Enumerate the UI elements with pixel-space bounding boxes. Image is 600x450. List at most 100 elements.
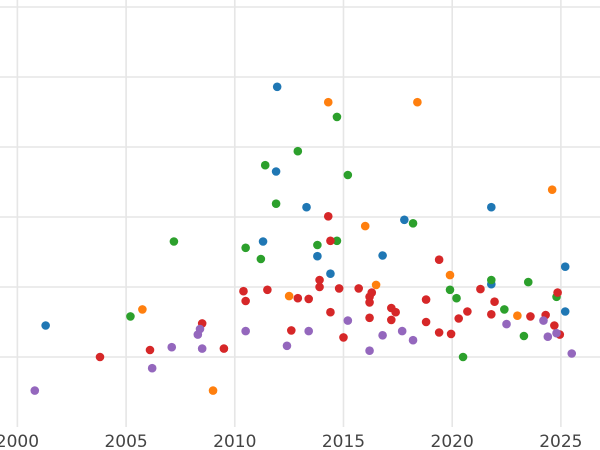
data-point-series-5 (147, 363, 157, 373)
data-point-series-3 (241, 243, 250, 253)
data-point-series-2 (138, 305, 147, 314)
data-point-series-4 (365, 313, 374, 323)
data-point-series-4 (263, 285, 272, 295)
data-point-series-3 (271, 199, 281, 208)
data-point-series-2 (284, 291, 294, 301)
data-point-series-4 (526, 312, 535, 321)
data-point-series-3 (500, 305, 509, 314)
data-point-series-5 (167, 342, 177, 352)
data-point-series-4 (334, 284, 344, 293)
data-point-series-1 (560, 307, 570, 316)
data-point-series-4 (326, 307, 335, 317)
data-point-series-4 (421, 317, 431, 327)
data-point-series-3 (260, 160, 270, 170)
grid (0, 0, 600, 427)
data-point-series-1 (326, 269, 335, 279)
x-tick-label: 2010 (213, 432, 256, 450)
data-point-series-2 (208, 386, 218, 395)
x-tick-label: 2015 (322, 432, 365, 450)
data-point-series-5 (195, 324, 205, 334)
data-point-series-2 (360, 221, 370, 231)
data-point-series-3 (126, 312, 135, 321)
data-point-series-4 (434, 328, 444, 337)
x-tick-label: 2020 (431, 432, 474, 450)
data-point-series-5 (543, 332, 553, 342)
data-point-series-5 (539, 316, 548, 325)
data-point-series-1 (400, 215, 409, 225)
data-point-series-4 (315, 282, 324, 292)
data-point-series-4 (326, 236, 335, 246)
data-point-series-1 (487, 202, 496, 212)
data-point-series-2 (445, 270, 455, 280)
data-point-series-1 (271, 167, 281, 176)
data-point-series-4 (387, 315, 396, 325)
data-point-series-1 (258, 237, 268, 246)
data-point-series-4 (323, 212, 333, 221)
data-point-series-4 (476, 284, 485, 294)
data-point-series-5 (197, 344, 207, 353)
data-point-series-1 (560, 262, 570, 272)
data-point-series-5 (343, 316, 353, 325)
x-tick-labels: 2000 2005 2010 2015 2020 2025 (0, 432, 583, 450)
data-point-series-2 (323, 97, 333, 107)
data-point-series-3 (256, 254, 266, 264)
data-point-series-4 (434, 255, 444, 264)
data-point-series-4 (487, 310, 496, 319)
data-point-series-5 (304, 326, 313, 336)
data-point-series-2 (513, 311, 522, 321)
x-tick-label: 2005 (104, 432, 147, 450)
data-point-series-3 (293, 146, 303, 156)
data-point-series-1 (272, 82, 282, 92)
data-point-series-5 (397, 326, 407, 336)
data-point-series-4 (95, 352, 105, 362)
data-point-series-1 (41, 321, 50, 330)
data-point-series-3 (332, 236, 342, 246)
data-point-series-3 (452, 293, 461, 303)
data-point-series-2 (371, 280, 381, 290)
data-point-series-4 (421, 295, 431, 304)
data-point-series-4 (354, 284, 363, 293)
data-point-series-5 (408, 335, 418, 345)
data-point-series-4 (550, 321, 559, 330)
data-point-series-4 (239, 286, 248, 296)
data-point-series-5 (502, 319, 511, 329)
data-point-series-2 (547, 185, 557, 194)
data-point-series-4 (446, 329, 456, 339)
data-point-series-4 (463, 307, 472, 316)
data-point-series-3 (343, 170, 353, 180)
data-point-series-1 (302, 202, 311, 212)
data-point-series-4 (293, 293, 303, 303)
data-point-series-5 (567, 349, 577, 358)
data-point-series-3 (445, 285, 455, 295)
data-point-series-3 (169, 237, 179, 246)
data-point-series-4 (287, 326, 296, 335)
data-point-series-3 (519, 331, 529, 341)
data-point-series-3 (458, 352, 468, 362)
x-tick-label: 2000 (0, 432, 39, 450)
data-point-series-3 (313, 240, 322, 250)
data-point-series-5 (378, 331, 387, 340)
data-point-series-4 (553, 288, 562, 297)
data-point-series-3 (408, 219, 418, 228)
data-point-series-1 (378, 251, 387, 260)
data-point-series-4 (490, 297, 499, 307)
data-point-series-4 (454, 314, 463, 323)
data-points (30, 82, 577, 395)
data-point-series-4 (339, 333, 348, 342)
data-point-series-4 (219, 344, 229, 353)
data-point-series-5 (365, 346, 374, 356)
data-point-series-5 (282, 341, 292, 351)
data-point-series-3 (487, 275, 496, 285)
data-point-series-4 (241, 296, 250, 306)
data-point-series-4 (304, 294, 313, 304)
data-point-series-3 (523, 277, 533, 287)
data-point-series-2 (413, 97, 422, 107)
x-tick-label: 2025 (539, 432, 582, 450)
data-point-series-4 (315, 275, 324, 285)
data-point-series-3 (332, 112, 342, 122)
data-point-series-1 (313, 251, 322, 261)
data-point-series-5 (552, 328, 561, 338)
data-point-series-4 (391, 307, 400, 317)
